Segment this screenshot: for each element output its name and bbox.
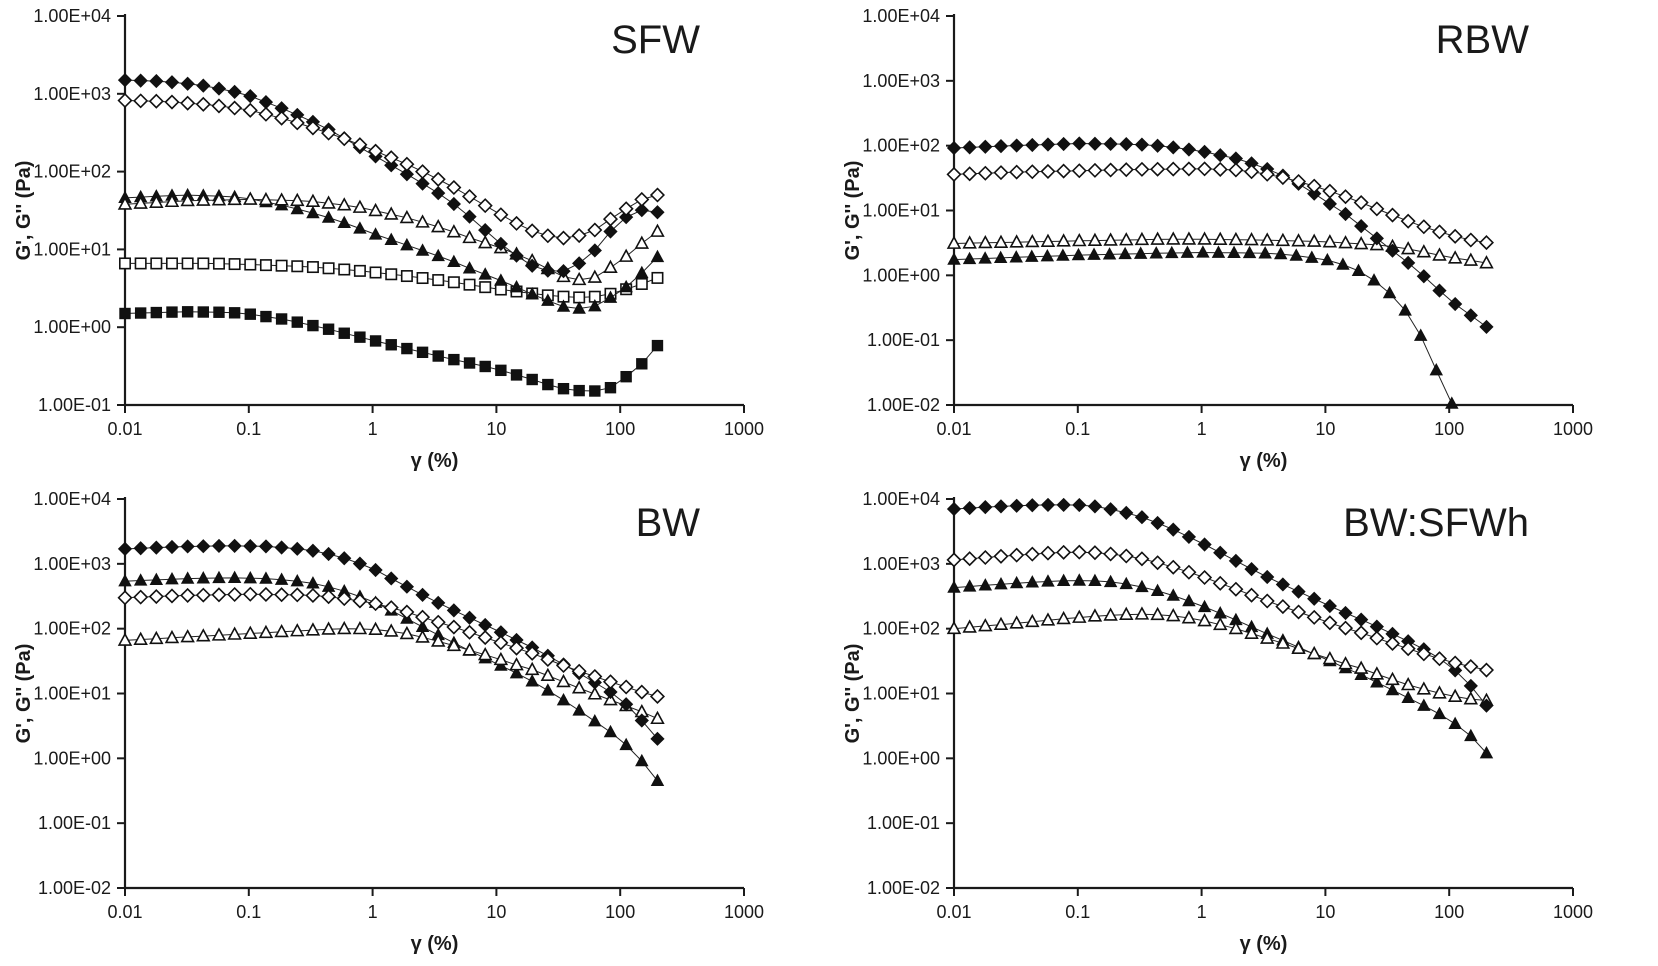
svg-text:1.00E+00: 1.00E+00 xyxy=(862,748,940,768)
svg-text:0.1: 0.1 xyxy=(236,419,261,439)
svg-text:1.00E+01: 1.00E+01 xyxy=(862,684,940,704)
svg-text:1.00E+04: 1.00E+04 xyxy=(33,6,111,26)
svg-text:G', G'' (Pa): G', G'' (Pa) xyxy=(13,161,35,261)
svg-text:1.00E-02: 1.00E-02 xyxy=(38,878,111,898)
svg-text:γ (%): γ (%) xyxy=(411,933,459,955)
svg-text:G', G'' (Pa): G', G'' (Pa) xyxy=(13,644,35,744)
svg-text:0.1: 0.1 xyxy=(1065,902,1090,922)
svg-text:1.00E+01: 1.00E+01 xyxy=(33,239,111,259)
panel-sfw: 0.01 0.1 1 10 100 1000 1.00E-01 1.00E+00 1.00E+0… xyxy=(0,0,829,483)
svg-text:1.00E+02: 1.00E+02 xyxy=(33,162,111,182)
svg-text:1.00E+01: 1.00E+01 xyxy=(862,201,940,221)
svg-text:0.01: 0.01 xyxy=(107,419,142,439)
svg-text:1.00E+00: 1.00E+00 xyxy=(33,748,111,768)
panel-bw: 0.01 0.1 1 10 100 1000 1.00E-02 1.00E-01 1.00E+0… xyxy=(0,483,829,966)
svg-text:1.00E+01: 1.00E+01 xyxy=(33,684,111,704)
chart-rbw: 0.01 0.1 1 10 100 1000 1.00E-02 1.00E-01 1.00E+0… xyxy=(842,6,1593,472)
svg-text:10: 10 xyxy=(1315,419,1335,439)
svg-text:100: 100 xyxy=(1434,419,1464,439)
chart-bw: 0.01 0.1 1 10 100 1000 1.00E-02 1.00E-01 1.00E+0… xyxy=(13,489,764,955)
svg-text:1.00E+03: 1.00E+03 xyxy=(33,84,111,104)
svg-text:1.00E+03: 1.00E+03 xyxy=(862,71,940,91)
svg-text:1.00E+00: 1.00E+00 xyxy=(33,317,111,337)
svg-text:0.01: 0.01 xyxy=(107,902,142,922)
svg-text:10: 10 xyxy=(486,419,506,439)
svg-text:1: 1 xyxy=(368,902,378,922)
chart-bw-sfwh: 0.01 0.1 1 10 100 1000 1.00E-02 1.00E-01 1.00E+0… xyxy=(842,489,1593,955)
svg-text:1: 1 xyxy=(368,419,378,439)
svg-text:1.00E+02: 1.00E+02 xyxy=(862,136,940,156)
svg-text:0.1: 0.1 xyxy=(236,902,261,922)
svg-text:1.00E-02: 1.00E-02 xyxy=(867,878,940,898)
svg-text:1.00E+03: 1.00E+03 xyxy=(862,554,940,574)
svg-text:1.00E-01: 1.00E-01 xyxy=(38,813,111,833)
svg-text:1000: 1000 xyxy=(724,419,764,439)
svg-text:1.00E+00: 1.00E+00 xyxy=(862,265,940,285)
svg-text:γ (%): γ (%) xyxy=(411,450,459,472)
svg-text:1: 1 xyxy=(1197,419,1207,439)
svg-text:1.00E+03: 1.00E+03 xyxy=(33,554,111,574)
svg-text:1000: 1000 xyxy=(1553,902,1593,922)
svg-text:1.00E-01: 1.00E-01 xyxy=(867,330,940,350)
svg-text:1.00E+04: 1.00E+04 xyxy=(862,6,940,26)
svg-text:1.00E-02: 1.00E-02 xyxy=(867,395,940,415)
chart-sfw: 0.01 0.1 1 10 100 1000 1.00E-01 1.00E+00 1.00E+0… xyxy=(13,6,764,472)
svg-text:0.01: 0.01 xyxy=(936,419,971,439)
svg-text:10: 10 xyxy=(1315,902,1335,922)
svg-text:1000: 1000 xyxy=(724,902,764,922)
svg-text:γ (%): γ (%) xyxy=(1240,933,1288,955)
svg-text:100: 100 xyxy=(1434,902,1464,922)
svg-text:G', G'' (Pa): G', G'' (Pa) xyxy=(842,644,864,744)
svg-text:1.00E-01: 1.00E-01 xyxy=(38,395,111,415)
svg-text:0.01: 0.01 xyxy=(936,902,971,922)
svg-text:1000: 1000 xyxy=(1553,419,1593,439)
svg-text:1.00E+02: 1.00E+02 xyxy=(862,619,940,639)
svg-text:100: 100 xyxy=(605,902,635,922)
svg-text:1.00E+02: 1.00E+02 xyxy=(33,619,111,639)
svg-text:0.1: 0.1 xyxy=(1065,419,1090,439)
panel-bw-sfwh: 0.01 0.1 1 10 100 1000 1.00E-02 1.00E-01 1.00E+0… xyxy=(829,483,1658,966)
panel-rbw: 0.01 0.1 1 10 100 1000 1.00E-02 1.00E-01 1.00E+0… xyxy=(829,0,1658,483)
svg-text:10: 10 xyxy=(486,902,506,922)
svg-text:γ (%): γ (%) xyxy=(1240,450,1288,472)
svg-text:1: 1 xyxy=(1197,902,1207,922)
svg-text:1.00E+04: 1.00E+04 xyxy=(33,489,111,509)
svg-text:1.00E-01: 1.00E-01 xyxy=(867,813,940,833)
svg-text:G', G'' (Pa): G', G'' (Pa) xyxy=(842,161,864,261)
svg-text:1.00E+04: 1.00E+04 xyxy=(862,489,940,509)
svg-text:100: 100 xyxy=(605,419,635,439)
